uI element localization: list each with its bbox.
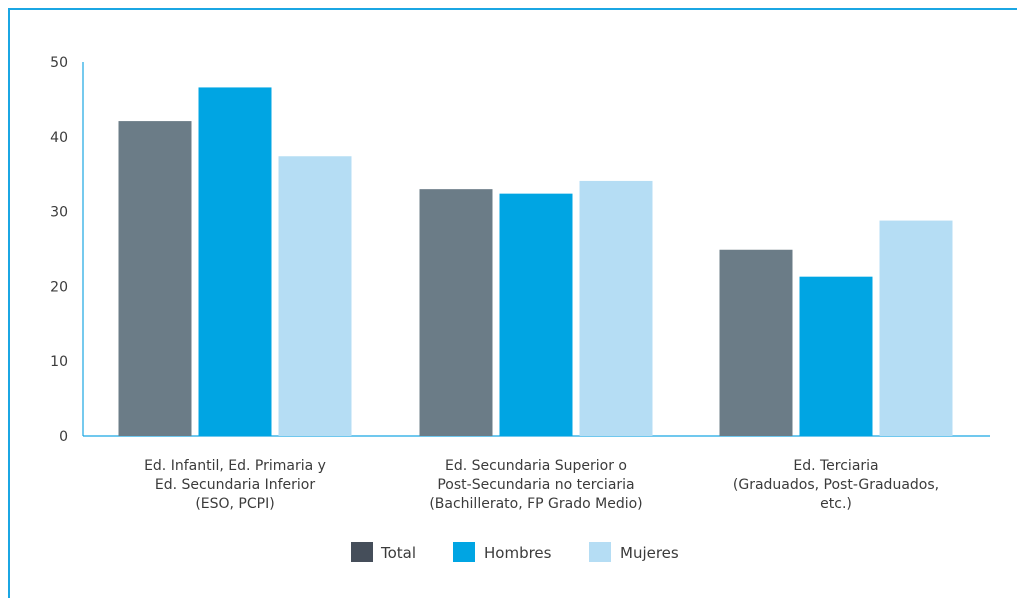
y-tick-label: 50 — [50, 55, 68, 71]
y-tick-label: 10 — [50, 354, 68, 370]
bar-hombres — [198, 87, 272, 436]
x-category-label: Ed. Secundaria Inferior — [155, 477, 315, 493]
bar-hombres — [499, 193, 573, 436]
bar-mujeres — [278, 156, 352, 437]
legend-label-mujeres: Mujeres — [620, 544, 679, 562]
y-tick-label: 20 — [50, 279, 68, 295]
bar-mujeres — [579, 180, 653, 436]
bar-mujeres — [879, 220, 953, 436]
x-category-label: Ed. Infantil, Ed. Primaria y — [144, 458, 326, 474]
x-category-label: Ed. Terciaria — [793, 458, 878, 474]
bar-hombres — [799, 276, 873, 436]
legend-swatch-hombres — [453, 542, 475, 562]
y-tick-label: 40 — [50, 130, 68, 146]
legend-label-hombres: Hombres — [484, 544, 552, 562]
legend-swatch-mujeres — [589, 542, 611, 562]
legend-label-total: Total — [380, 544, 416, 562]
x-category-label: (ESO, PCPI) — [195, 496, 274, 512]
x-category-label: etc.) — [820, 496, 852, 512]
bar-total — [719, 249, 793, 436]
chart-frame — [8, 8, 1017, 598]
y-tick-label: 0 — [59, 429, 68, 445]
legend-swatch-total — [351, 542, 373, 562]
x-category-label: (Graduados, Post-Graduados, — [733, 477, 939, 493]
x-category-label: Ed. Secundaria Superior o — [445, 458, 627, 474]
bar-total — [118, 121, 192, 436]
x-category-label: (Bachillerato, FP Grado Medio) — [429, 496, 642, 512]
bar-total — [419, 189, 493, 436]
y-tick-label: 30 — [50, 205, 68, 221]
x-category-label: Post-Secundaria no terciaria — [437, 477, 634, 493]
